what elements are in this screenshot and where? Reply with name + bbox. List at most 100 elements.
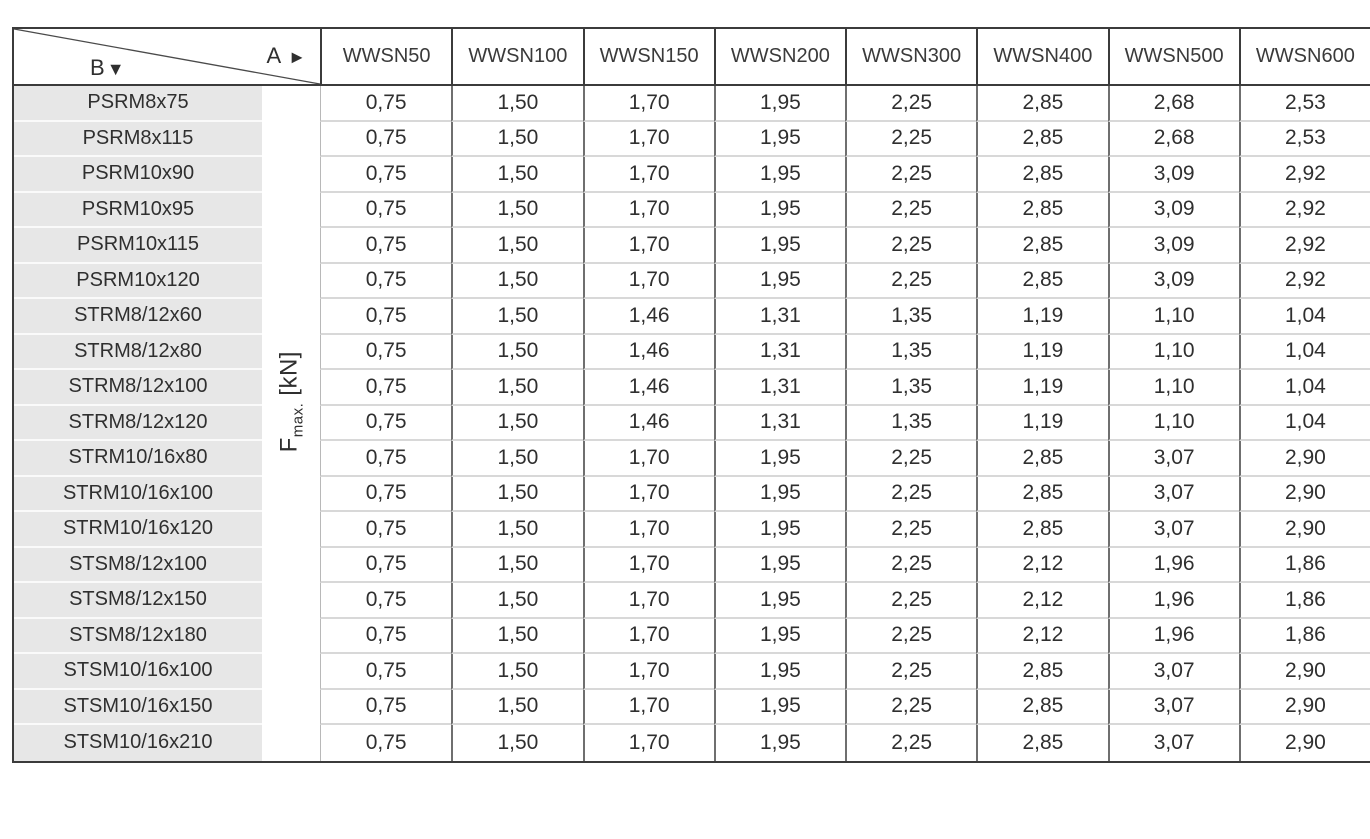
value-cell: 2,25 — [845, 476, 977, 512]
value-cell: 1,96 — [1107, 547, 1239, 583]
value-cell: 1,04 — [1238, 299, 1370, 335]
value-cell: 0,75 — [320, 725, 452, 761]
value-cell: 0,75 — [320, 157, 452, 193]
value-cell: 1,50 — [451, 583, 583, 619]
header-row: B ▼ A ► WWSN50 WWSN100 WWSN150 WWSN200 WWS… — [14, 29, 1370, 86]
value-cell: 1,10 — [1107, 299, 1239, 335]
value-cell: 1,04 — [1238, 370, 1370, 406]
value-cell: 2,68 — [1107, 86, 1239, 122]
value-cell: 0,75 — [320, 547, 452, 583]
table-row: STSM8/12x100 0,75 1,50 1,70 1,95 2,25 2,… — [14, 547, 1370, 583]
value-cell: 2,92 — [1238, 192, 1370, 228]
value-cell: 1,50 — [451, 547, 583, 583]
row-label-cell: STSM10/16x210 — [14, 725, 262, 761]
value-cell: 1,95 — [713, 654, 845, 690]
table-row: STSM10/16x150 0,75 1,50 1,70 1,95 2,25 2… — [14, 689, 1370, 725]
value-cell: 2,85 — [976, 476, 1108, 512]
row-label-cell: STSM8/12x100 — [14, 547, 262, 583]
value-cell: 0,75 — [320, 583, 452, 619]
value-cell: 2,85 — [976, 228, 1108, 264]
value-cell: 2,25 — [845, 689, 977, 725]
value-cell: 1,10 — [1107, 334, 1239, 370]
table-row: STRM8/12x60 0,75 1,50 1,46 1,31 1,35 1,1… — [14, 299, 1370, 335]
value-cell: 2,25 — [845, 654, 977, 690]
table-row: STRM8/12x100 0,75 1,50 1,46 1,31 1,35 1,… — [14, 370, 1370, 406]
value-cell: 1,50 — [451, 157, 583, 193]
row-label-cell: PSRM8x115 — [14, 121, 262, 157]
value-cell: 3,07 — [1107, 512, 1239, 548]
value-cell: 1,95 — [713, 441, 845, 477]
table-row: PSRM8x115 0,75 1,50 1,70 1,95 2,25 2,85 … — [14, 121, 1370, 157]
value-cell: 1,35 — [845, 370, 977, 406]
column-header: WWSN150 — [582, 29, 714, 86]
value-cell: 3,07 — [1107, 725, 1239, 761]
value-cell: 2,85 — [976, 654, 1108, 690]
value-cell: 1,50 — [451, 618, 583, 654]
value-cell: 2,85 — [976, 121, 1108, 157]
value-cell: 1,46 — [582, 299, 714, 335]
value-cell: 1,46 — [582, 334, 714, 370]
value-cell: 1,86 — [1238, 618, 1370, 654]
value-cell: 2,25 — [845, 192, 977, 228]
value-cell: 1,35 — [845, 405, 977, 441]
value-cell: 1,19 — [976, 334, 1108, 370]
value-cell: 1,86 — [1238, 583, 1370, 619]
value-cell: 1,50 — [451, 512, 583, 548]
value-cell: 1,95 — [713, 121, 845, 157]
value-cell: 2,90 — [1238, 689, 1370, 725]
value-cell: 1,10 — [1107, 370, 1239, 406]
value-cell: 1,96 — [1107, 618, 1239, 654]
value-cell: 1,70 — [582, 654, 714, 690]
value-cell: 1,50 — [451, 654, 583, 690]
value-cell: 2,25 — [845, 121, 977, 157]
value-cell: 1,95 — [713, 618, 845, 654]
value-cell: 1,70 — [582, 228, 714, 264]
table-row: STRM8/12x120 0,75 1,50 1,46 1,31 1,35 1,… — [14, 405, 1370, 441]
value-cell: 1,95 — [713, 547, 845, 583]
value-cell: 1,70 — [582, 192, 714, 228]
value-cell: 1,70 — [582, 725, 714, 761]
down-triangle-icon: ▼ — [106, 59, 125, 79]
unit-symbol: F — [275, 437, 303, 453]
diagonal-line — [14, 29, 320, 84]
table-row: STSM10/16x210 0,75 1,50 1,70 1,95 2,25 2… — [14, 725, 1370, 761]
table-body: PSRM8x75 Fmax. [kN] 0,75 1,50 1,70 1,95 2… — [14, 86, 1370, 761]
column-header: WWSN50 — [320, 29, 452, 86]
unit-cell: Fmax. [kN] — [262, 86, 320, 761]
value-cell: 1,70 — [582, 476, 714, 512]
value-cell: 2,12 — [976, 547, 1108, 583]
value-cell: 2,12 — [976, 583, 1108, 619]
column-header: WWSN600 — [1238, 29, 1370, 86]
table-row: PSRM10x90 0,75 1,50 1,70 1,95 2,25 2,85 … — [14, 157, 1370, 193]
table-row: PSRM8x75 Fmax. [kN] 0,75 1,50 1,70 1,95 2… — [14, 86, 1370, 761]
value-cell: 1,04 — [1238, 405, 1370, 441]
value-cell: 2,12 — [976, 618, 1108, 654]
value-cell: 1,31 — [713, 299, 845, 335]
row-label-cell: PSRM10x120 — [14, 263, 262, 299]
value-cell: 1,95 — [713, 725, 845, 761]
value-cell: 2,90 — [1238, 725, 1370, 761]
corner-cell: B ▼ A ► — [14, 29, 320, 86]
row-label-cell: PSRM10x115 — [14, 228, 262, 264]
value-cell: 1,95 — [713, 263, 845, 299]
value-cell: 0,75 — [320, 192, 452, 228]
value-cell: 2,85 — [976, 86, 1108, 122]
value-cell: 2,85 — [976, 512, 1108, 548]
table-row: STRM10/16x100 0,75 1,50 1,70 1,95 2,25 2… — [14, 476, 1370, 512]
value-cell: 1,50 — [451, 228, 583, 264]
column-header: WWSN300 — [845, 29, 977, 86]
table-row: STRM10/16x80 0,75 1,50 1,70 1,95 2,25 2,… — [14, 441, 1370, 477]
value-cell: 3,09 — [1107, 157, 1239, 193]
value-cell: 1,50 — [451, 370, 583, 406]
value-cell: 1,50 — [451, 86, 583, 122]
value-cell: 1,96 — [1107, 583, 1239, 619]
row-label-cell: PSRM10x90 — [14, 157, 262, 193]
value-cell: 1,95 — [713, 476, 845, 512]
value-cell: 2,53 — [1238, 86, 1370, 122]
value-cell: 0,75 — [320, 512, 452, 548]
value-cell: 1,70 — [582, 121, 714, 157]
table-row: PSRM10x95 0,75 1,50 1,70 1,95 2,25 2,85 … — [14, 192, 1370, 228]
value-cell: 2,85 — [976, 689, 1108, 725]
row-label-cell: STSM10/16x150 — [14, 689, 262, 725]
